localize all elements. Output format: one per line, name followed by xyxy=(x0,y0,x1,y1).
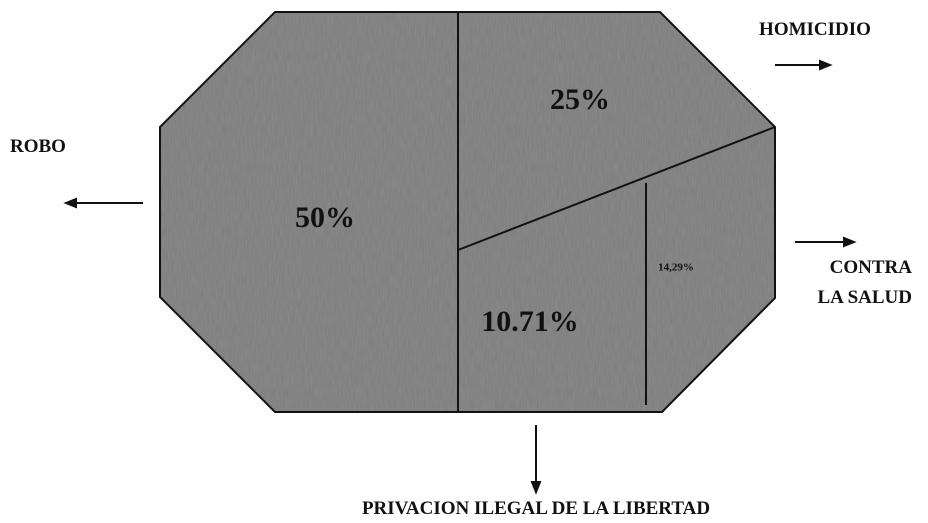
slice xyxy=(646,127,775,412)
value-label: 10.71% xyxy=(481,305,579,338)
category-label: PRIVACION ILEGAL DE LA LIBERTAD xyxy=(361,498,711,519)
outline xyxy=(159,11,776,413)
arrow-head xyxy=(819,59,833,71)
arrows xyxy=(63,59,857,495)
value-label: 25% xyxy=(550,83,610,116)
divider xyxy=(457,126,776,251)
slice xyxy=(458,12,775,250)
arrow-head xyxy=(530,481,542,495)
value-label: 50% xyxy=(295,201,355,234)
slice xyxy=(160,12,458,412)
category-label: HOMICIDIO xyxy=(759,19,871,40)
value-label: 14,29% xyxy=(658,262,694,274)
category-label: ROBO xyxy=(10,136,66,157)
regions xyxy=(160,12,775,412)
octagon xyxy=(159,11,776,413)
arrow-head xyxy=(63,197,77,209)
category-label: CONTRA LA SALUD xyxy=(817,257,913,308)
arrow-head xyxy=(843,236,857,248)
slice xyxy=(458,177,646,412)
